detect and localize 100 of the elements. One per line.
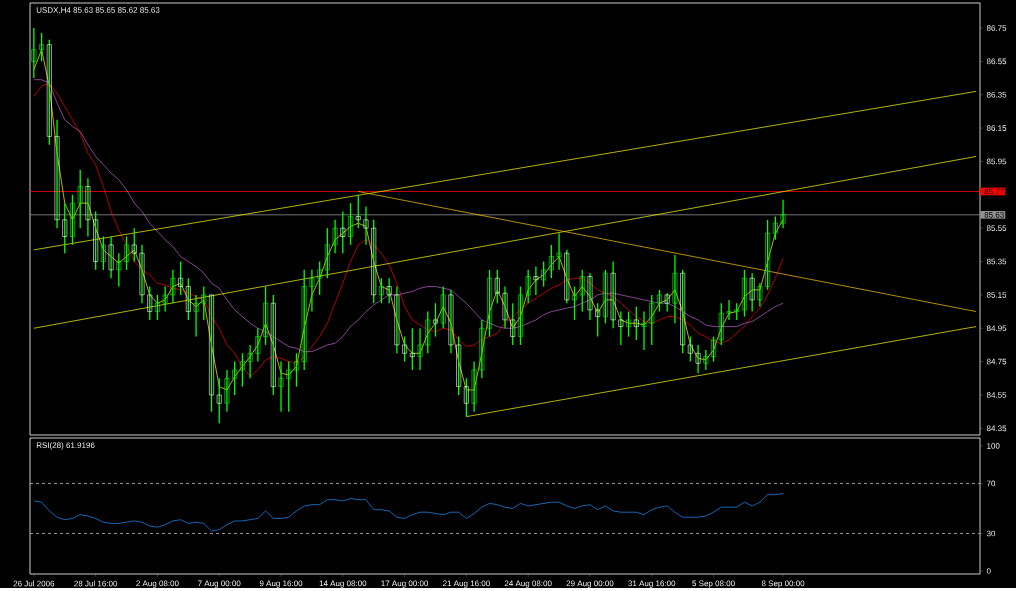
candlestick (433, 302, 438, 338)
candlestick (587, 272, 593, 321)
candlestick (77, 169, 83, 229)
y-tick-label: 85.55 (986, 225, 1007, 231)
candlestick (216, 377, 222, 424)
candlestick (170, 269, 176, 304)
y-tick-label: 30 (986, 530, 996, 537)
x-tick-label: 5 Sep 08:00 (692, 580, 735, 588)
candlestick (62, 202, 68, 254)
candlestick (93, 210, 99, 271)
y-tick-label: 86.35 (986, 91, 1007, 98)
y-tick-label: 70 (986, 480, 996, 487)
x-tick-label: 26 Jul 2006 (13, 580, 55, 587)
candlestick (672, 254, 678, 324)
candlestick (162, 285, 168, 313)
candlestick (718, 302, 724, 346)
x-tick-label: 21 Aug 16:00 (443, 580, 490, 588)
candlestick (517, 285, 523, 346)
candlestick (147, 285, 153, 321)
candlestick (680, 269, 686, 354)
candlestick (541, 260, 547, 288)
candlestick (402, 335, 408, 363)
x-tick-label: 28 Jul 16:00 (74, 580, 118, 587)
candlestick (224, 369, 230, 413)
candlestick (139, 244, 145, 304)
candlestick (610, 260, 616, 329)
candlestick (131, 227, 137, 263)
candlestick (178, 260, 184, 296)
y-tick-label: 100 (987, 443, 1000, 449)
candlestick (54, 119, 60, 229)
candlestick (425, 310, 431, 354)
candlestick (394, 285, 400, 354)
x-tick-label: 17 Aug 00:00 (381, 580, 429, 588)
candlestick (332, 219, 338, 254)
y-tick-label: 86.15 (986, 125, 1007, 131)
y-tick-label: 86.55 (986, 58, 1007, 65)
candlestick (487, 269, 493, 338)
candlestick (463, 377, 469, 418)
candlestick (309, 269, 315, 313)
chart-title: USDX,H4 85.63 85.65 85.62 85.63 (36, 7, 160, 14)
y-tick-label: 84.95 (986, 325, 1007, 332)
candlestick (448, 289, 454, 354)
candlestick (726, 299, 732, 321)
candlestick (633, 305, 639, 341)
ref-line-label: 85.77 (984, 188, 1004, 195)
y-tick-label: 84.75 (986, 358, 1007, 365)
candlestick (116, 252, 122, 288)
candlestick (772, 215, 778, 241)
x-tick-label: 29 Aug 00:00 (566, 580, 614, 588)
x-tick-label: 9 Aug 16:00 (259, 580, 303, 588)
candlestick (154, 294, 160, 321)
candlestick (355, 194, 361, 229)
candlestick (371, 219, 377, 304)
candlestick (70, 194, 75, 246)
candlestick (494, 269, 500, 304)
y-tick-label: 85.95 (986, 158, 1007, 165)
candlestick (409, 327, 415, 371)
candlestick (294, 352, 299, 388)
candlestick (209, 294, 214, 413)
candlestick (108, 235, 114, 279)
candlestick (301, 269, 307, 371)
candlestick (533, 265, 539, 296)
x-tick-label: 7 Aug 00:00 (198, 580, 241, 588)
x-tick-label: 8 Sep 00:00 (761, 580, 805, 588)
candlestick (324, 227, 330, 279)
ref-line-label: 85.63 (984, 211, 1004, 218)
candlestick (263, 285, 269, 346)
candlestick (564, 249, 570, 304)
candlestick (471, 360, 477, 413)
x-tick-label: 2 Aug 08:00 (136, 580, 179, 588)
y-tick-label: 85.15 (986, 292, 1007, 298)
candlestick (378, 277, 384, 304)
candlestick (417, 327, 423, 371)
candlestick (348, 202, 353, 246)
candlestick (687, 335, 693, 363)
candlestick (664, 292, 670, 313)
candlestick (85, 177, 91, 238)
candlestick (317, 260, 323, 296)
candlestick (525, 269, 531, 304)
candlestick (270, 294, 276, 396)
candlestick (595, 302, 601, 338)
chart-title: RSI(28) 61.9196 (36, 442, 95, 450)
x-tick-label: 24 Aug 08:00 (504, 580, 552, 588)
candlestick (548, 244, 554, 279)
y-tick-label: 84.55 (986, 392, 1007, 398)
candlestick (185, 277, 191, 321)
candlestick (46, 38, 52, 146)
candlestick (695, 344, 701, 374)
candlestick (618, 310, 624, 346)
x-tick-label: 14 Aug 08:00 (319, 580, 367, 588)
candlestick (479, 319, 485, 379)
candlestick (749, 272, 755, 313)
candlestick (657, 289, 662, 313)
candlestick (201, 285, 207, 321)
candlestick (502, 285, 508, 329)
candlestick (286, 360, 292, 413)
candlestick (386, 277, 392, 304)
y-tick-label: 0 (986, 568, 991, 574)
candlestick (39, 32, 45, 62)
candlestick (239, 352, 245, 388)
